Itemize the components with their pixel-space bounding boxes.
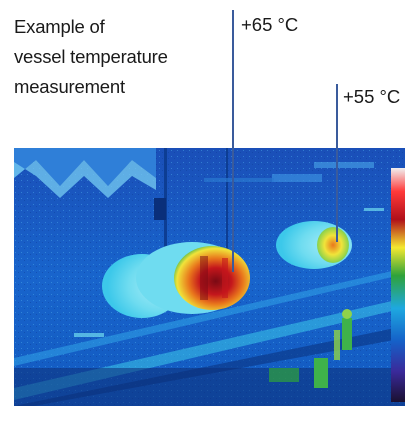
callout-label-55c: +55 °C xyxy=(343,86,401,107)
thermal-image xyxy=(14,148,405,406)
caption-line-1: Example of xyxy=(14,16,105,37)
thermal-image-graphic xyxy=(14,148,405,406)
caption-line-3: measurement xyxy=(14,76,125,97)
callout-leader-55c xyxy=(336,84,338,242)
caption-line-2: vessel temperature xyxy=(14,46,168,67)
callout-leader-65c xyxy=(232,10,234,272)
callout-label-65c: +65 °C xyxy=(241,14,299,35)
caption: Example of vessel temperature measuremen… xyxy=(14,12,214,102)
